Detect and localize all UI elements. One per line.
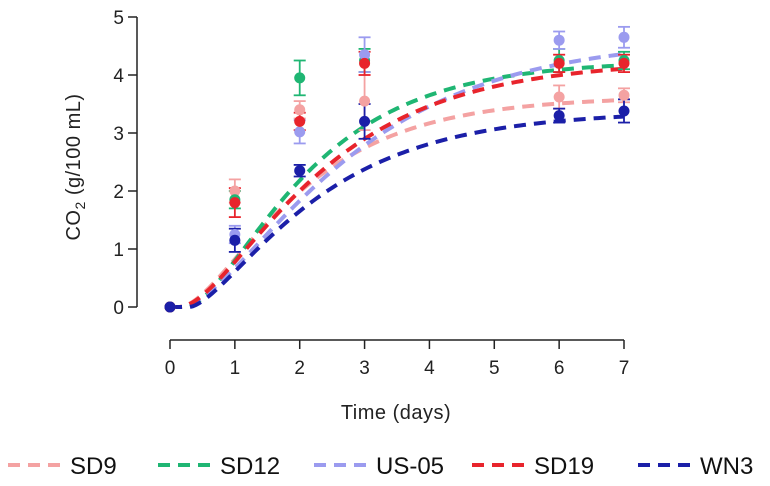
y-axis-title: CO2 (g/100 mL) (63, 93, 88, 240)
legend-label-wn3: WN3 (700, 453, 753, 480)
legend-label-sd9: SD9 (70, 453, 117, 480)
y-tick-label: 1 (113, 240, 124, 261)
y-tick-label: 0 (113, 298, 124, 319)
x-tick-label: 0 (165, 358, 176, 379)
x-tick-label: 5 (489, 358, 500, 379)
point-sd19 (618, 57, 630, 69)
point-wn3 (359, 115, 371, 127)
y-axis-title-prefix: CO (63, 210, 85, 241)
x-tick-label: 1 (230, 358, 241, 379)
x-tick-label: 2 (294, 358, 305, 379)
point-sd9 (359, 95, 371, 107)
data-points (164, 31, 630, 313)
point-sd19 (553, 57, 565, 69)
legend-label-us-05: US-05 (376, 453, 444, 480)
point-sd9 (618, 89, 630, 101)
x-tick-label: 7 (619, 358, 630, 379)
y-axis-title-subscript: 2 (72, 201, 88, 209)
fit-curve-wn3 (170, 114, 625, 309)
point-wn3 (164, 301, 176, 313)
y-axis-title-suffix: (g/100 mL) (63, 93, 85, 201)
legend-label-sd12: SD12 (220, 453, 280, 480)
y-tick-label: 4 (113, 66, 124, 87)
point-wn3 (294, 165, 306, 177)
fit-curves (170, 52, 625, 309)
point-wn3 (553, 110, 565, 122)
point-sd19 (359, 57, 371, 69)
point-us-05 (618, 31, 630, 43)
fit-curve-sd12 (170, 63, 625, 309)
point-us-05 (359, 49, 371, 61)
point-sd12 (294, 72, 306, 84)
point-sd19 (229, 197, 241, 209)
y-axis: 0 1 2 3 4 5 (113, 8, 138, 319)
point-sd9 (229, 185, 241, 197)
point-sd9 (553, 91, 565, 103)
legend-label-sd19: SD19 (534, 453, 594, 480)
x-tick-label: 3 (359, 358, 370, 379)
x-tick-label: 6 (554, 358, 565, 379)
point-wn3 (618, 105, 630, 117)
point-wn3 (229, 234, 241, 246)
point-us-05 (294, 126, 306, 138)
point-sd9 (294, 104, 306, 116)
point-us-05 (553, 34, 565, 46)
point-sd19 (294, 115, 306, 127)
y-tick-label: 2 (113, 182, 124, 203)
x-axis: 0 1 2 3 4 5 6 7 (165, 339, 630, 379)
y-tick-label: 3 (113, 124, 124, 145)
y-tick-label: 5 (113, 8, 124, 29)
x-tick-label: 4 (424, 358, 435, 379)
legend: SD9 SD12 US-05 SD19 WN3 (8, 453, 753, 480)
x-axis-title: Time (days) (341, 402, 451, 424)
